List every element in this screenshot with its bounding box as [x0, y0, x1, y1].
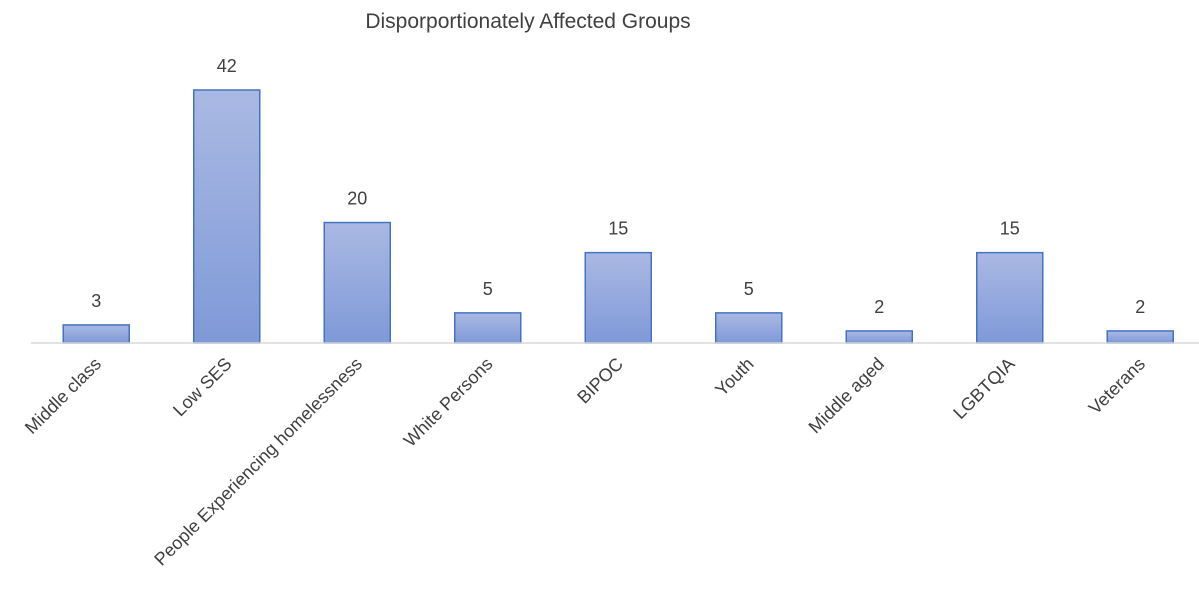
x-tick-label-4: BIPOC [573, 354, 627, 408]
bar-2 [323, 221, 391, 344]
data-label-5: 5 [744, 279, 754, 299]
x-tick-label-2: People Experiencing homelessness [150, 354, 366, 570]
chart-title: Disporportionately Affected Groups [365, 10, 690, 33]
x-tick-label-6: Middle aged [805, 354, 888, 437]
x-tick-label-7: LGBTQIA [949, 354, 1018, 423]
bar-3 [454, 312, 522, 344]
bar-8 [1106, 330, 1174, 344]
x-tick-label-3: White Persons [400, 354, 497, 451]
data-label-7: 15 [1000, 219, 1020, 239]
bar-7 [976, 251, 1044, 344]
x-tick-label-8: Veterans [1085, 354, 1149, 418]
data-label-6: 2 [874, 297, 884, 317]
x-tick-label-5: Youth [711, 354, 757, 400]
bar-5 [715, 312, 783, 344]
data-labels-group: 3 42 20 5 15 5 2 15 2 [91, 56, 1145, 317]
data-label-2: 20 [347, 189, 367, 209]
bar-1 [193, 89, 261, 344]
x-tick-label-1: Low SES [169, 354, 236, 421]
bar-4 [584, 251, 652, 344]
bar-0 [62, 324, 130, 344]
data-label-8: 2 [1135, 297, 1145, 317]
bar-6 [845, 330, 913, 344]
x-tick-label-0: Middle class [21, 354, 105, 438]
bars-group [62, 89, 1174, 344]
data-label-0: 3 [91, 291, 101, 311]
data-label-4: 15 [608, 219, 628, 239]
data-label-3: 5 [483, 279, 493, 299]
data-label-1: 42 [217, 56, 237, 76]
